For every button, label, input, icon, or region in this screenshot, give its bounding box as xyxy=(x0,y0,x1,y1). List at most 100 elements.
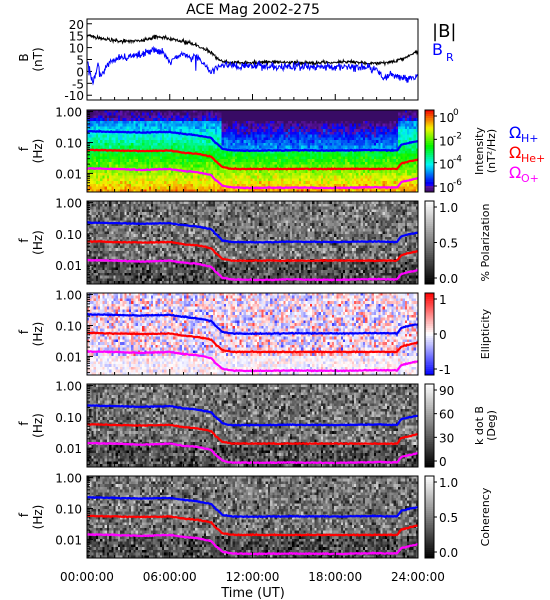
heatmap-cell xyxy=(261,159,264,163)
heatmap-cell xyxy=(384,112,388,116)
heatmap-cell xyxy=(232,118,236,122)
heatmap-cell xyxy=(228,172,231,176)
heatmap-cell xyxy=(292,183,295,187)
heatmap-cell xyxy=(327,131,331,135)
heatmap-cell xyxy=(177,112,181,116)
heatmap-cell xyxy=(217,186,220,190)
heatmap-cell xyxy=(354,164,357,168)
heatmap-cell xyxy=(126,183,130,187)
heatmap-cell xyxy=(212,148,216,152)
heatmap-cell xyxy=(210,129,214,133)
heatmap-cell xyxy=(203,159,207,163)
colorbar-cell xyxy=(425,183,434,187)
heatmap-cell xyxy=(413,175,417,179)
heatmap-cell xyxy=(256,178,260,182)
heatmap-cell xyxy=(234,137,238,141)
heatmap-cell xyxy=(186,164,189,168)
heatmap-cell xyxy=(186,159,189,163)
heatmap-cell xyxy=(146,120,150,125)
heatmap-cell xyxy=(111,134,114,138)
heatmap-cell xyxy=(259,120,262,125)
heatmap-cell xyxy=(228,134,231,138)
heatmap-cell xyxy=(219,115,223,119)
y-axis-unit: (Hz) xyxy=(31,139,45,164)
colorbar-cell xyxy=(425,173,434,177)
heatmap-cell xyxy=(210,181,214,185)
heatmap-cell xyxy=(104,181,108,185)
heatmap-cell xyxy=(254,178,258,182)
heatmap-cell xyxy=(270,161,273,166)
heatmap-cell xyxy=(298,159,302,163)
heatmap-cell xyxy=(150,112,154,116)
heatmap-cell xyxy=(409,183,412,187)
heatmap-cell xyxy=(362,175,366,179)
heatmap-cell xyxy=(351,156,355,160)
heatmap-cell xyxy=(254,137,258,141)
heatmap-cell xyxy=(413,134,417,138)
heatmap-cell xyxy=(93,134,97,138)
heatmap-cell xyxy=(404,186,408,190)
heatmap-cell xyxy=(201,118,205,122)
heatmap-cell xyxy=(342,131,346,135)
heatmap-cell xyxy=(382,145,386,149)
heatmap-cell xyxy=(276,151,280,155)
heatmap-cell xyxy=(327,134,331,138)
heatmap-cell xyxy=(272,120,275,125)
heatmap-cell xyxy=(133,183,136,187)
heatmap-cell xyxy=(320,118,324,122)
heatmap-cell xyxy=(292,134,295,138)
heatmap-cell xyxy=(241,120,245,125)
heatmap-cell xyxy=(287,142,291,146)
heatmap-cell xyxy=(384,142,388,146)
heatmap-cell xyxy=(184,181,187,185)
heatmap-cell xyxy=(340,183,344,187)
heatmap-cell xyxy=(371,134,375,138)
heatmap-cell xyxy=(276,134,280,138)
heatmap-cell xyxy=(106,131,110,135)
heatmap-cell xyxy=(367,164,370,168)
heatmap-cell xyxy=(378,189,381,193)
heatmap-cell xyxy=(91,217,95,221)
heatmap-cell xyxy=(278,175,282,179)
heatmap-cell xyxy=(296,137,300,141)
heatmap-cell xyxy=(199,161,203,166)
heatmap-cell xyxy=(106,170,110,174)
heatmap-cell xyxy=(400,175,403,179)
heatmap-cell xyxy=(278,183,282,187)
heatmap-cell xyxy=(139,181,143,185)
heatmap-cell xyxy=(232,112,236,116)
heatmap-cell xyxy=(245,161,249,166)
heatmap-cell xyxy=(263,110,267,114)
heatmap-cell xyxy=(296,161,300,166)
heatmap-cell xyxy=(387,151,390,155)
heatmap-cell xyxy=(406,148,410,152)
heatmap-cell xyxy=(327,145,331,149)
heatmap-cell xyxy=(111,151,114,155)
heatmap-cell xyxy=(371,170,375,174)
heatmap-cell xyxy=(87,170,90,174)
heatmap-cell xyxy=(402,140,406,144)
heatmap-cell xyxy=(120,140,123,144)
heatmap-cell xyxy=(338,175,342,179)
colorbar-cell xyxy=(425,148,434,152)
heatmap-cell xyxy=(252,134,256,138)
heatmap-cell xyxy=(342,178,346,182)
heatmap-cell xyxy=(210,131,214,135)
heatmap-cell xyxy=(331,120,335,125)
heatmap-cell xyxy=(351,153,355,157)
heatmap-cell xyxy=(117,153,121,157)
colorbar-cell xyxy=(425,144,434,148)
heatmap-cell xyxy=(287,134,291,138)
heatmap-cell xyxy=(173,178,176,182)
heatmap-cell xyxy=(338,172,342,176)
heatmap-cell xyxy=(325,181,328,185)
heatmap-cell xyxy=(232,140,236,144)
heatmap-cell xyxy=(210,161,214,166)
heatmap-cell xyxy=(389,120,392,125)
heatmap-cell xyxy=(331,126,335,130)
heatmap-cell xyxy=(329,153,333,157)
heatmap-cell xyxy=(150,175,154,179)
heatmap-cell xyxy=(175,140,178,144)
heatmap-cell xyxy=(170,134,174,138)
heatmap-cell xyxy=(245,159,249,163)
